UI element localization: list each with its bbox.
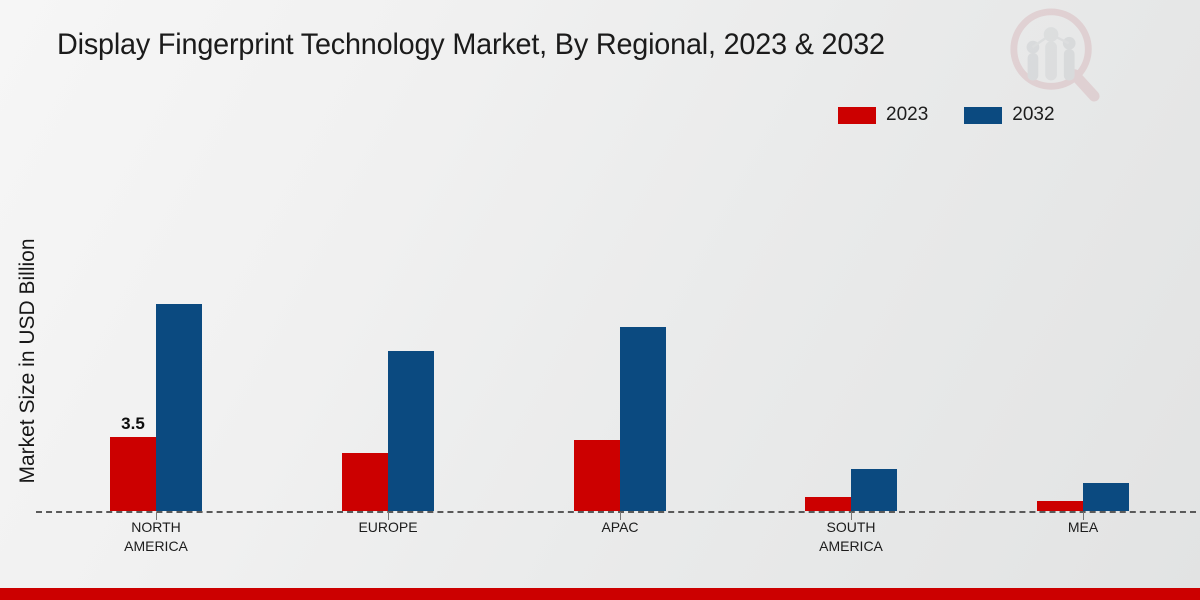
bar-2023[interactable] (1037, 500, 1083, 511)
bar-2032[interactable] (1083, 482, 1129, 511)
x-axis-label: MEA (1067, 519, 1099, 535)
bar-2032[interactable] (620, 327, 666, 511)
x-axis-label: EUROPE (358, 519, 418, 535)
x-axis-tick (851, 512, 852, 520)
legend-swatch-2023-icon (838, 106, 876, 124)
legend-item-2032[interactable]: 2032 (964, 104, 1055, 126)
legend-swatch-2032-icon (964, 106, 1003, 124)
bar-2032[interactable] (388, 350, 434, 511)
x-axis-tick (620, 512, 621, 520)
bar-2023[interactable] (342, 452, 388, 511)
x-axis-label: NORTH AMERICA (124, 519, 188, 554)
bar-2023[interactable] (110, 437, 156, 511)
footer-accent-bar (0, 588, 1200, 600)
legend-item-2023[interactable]: 2023 (838, 104, 928, 126)
bar-2032[interactable] (851, 468, 897, 511)
x-axis-label: SOUTH AMERICA (819, 519, 883, 554)
legend-label-2032: 2032 (1012, 104, 1055, 125)
chart-title: Display Fingerprint Technology Market, B… (57, 28, 885, 61)
x-axis-tick (1083, 512, 1084, 520)
bar-value-label: 3.5 (121, 414, 145, 434)
bar-2023[interactable] (574, 440, 620, 511)
x-axis-tick (156, 512, 157, 520)
chart-legend: 2023 2032 (838, 104, 1055, 126)
legend-label-2023: 2023 (886, 104, 929, 125)
bar-2023[interactable] (805, 497, 851, 511)
x-axis-baseline (36, 511, 1196, 513)
bar-2032[interactable] (156, 304, 202, 511)
x-axis-label: APAC (601, 519, 639, 535)
x-axis-tick (388, 512, 389, 520)
